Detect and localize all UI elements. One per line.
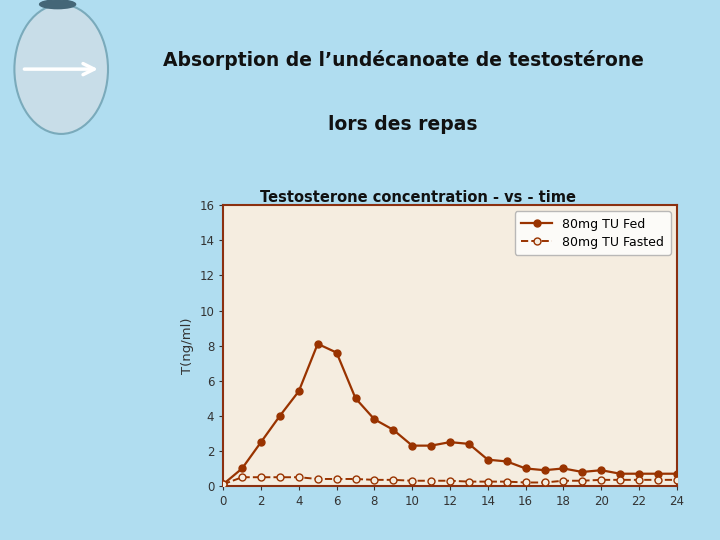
80mg TU Fasted [559, 477, 567, 484]
80mg TU Fasted [616, 477, 624, 483]
80mg TU Fasted [464, 478, 473, 485]
80mg TU Fasted [597, 477, 606, 483]
80mg TU Fed [389, 427, 397, 433]
80mg TU Fasted [540, 480, 549, 486]
80mg TU Fed [616, 470, 624, 477]
80mg TU Fasted [427, 477, 436, 484]
80mg TU Fasted [219, 481, 228, 488]
80mg TU Fasted [238, 474, 246, 481]
80mg TU Fasted [389, 477, 397, 483]
80mg TU Fed [559, 465, 567, 472]
80mg TU Fasted [578, 477, 587, 484]
80mg TU Fed [540, 467, 549, 474]
Text: lors des repas: lors des repas [328, 115, 478, 134]
80mg TU Fed [351, 395, 360, 402]
Text: Absorption de l’undécanoate de testostérone: Absorption de l’undécanoate de testostér… [163, 50, 644, 71]
80mg TU Fasted [635, 477, 644, 483]
80mg TU Fasted [351, 476, 360, 482]
80mg TU Fed [370, 416, 379, 422]
Circle shape [40, 0, 76, 9]
Line: 80mg TU Fasted: 80mg TU Fasted [220, 474, 680, 488]
Text: Testosterone concentration - vs - time: Testosterone concentration - vs - time [260, 190, 575, 205]
80mg TU Fasted [446, 477, 454, 484]
80mg TU Fed [238, 465, 246, 472]
80mg TU Fed [578, 469, 587, 475]
80mg TU Fed [484, 456, 492, 463]
80mg TU Fed [427, 442, 436, 449]
80mg TU Fed [521, 465, 530, 472]
80mg TU Fasted [503, 478, 511, 485]
80mg TU Fasted [654, 477, 662, 483]
80mg TU Fasted [256, 474, 265, 481]
80mg TU Fasted [521, 480, 530, 486]
80mg TU Fed [332, 349, 341, 356]
80mg TU Fed [276, 413, 284, 419]
80mg TU Fed [597, 467, 606, 474]
Legend: 80mg TU Fed, 80mg TU Fasted: 80mg TU Fed, 80mg TU Fasted [515, 212, 670, 255]
80mg TU Fed [672, 470, 681, 477]
80mg TU Fed [446, 439, 454, 446]
80mg TU Fed [654, 470, 662, 477]
80mg TU Fasted [276, 474, 284, 481]
Ellipse shape [14, 4, 108, 134]
80mg TU Fed [503, 458, 511, 464]
80mg TU Fasted [672, 477, 681, 483]
Line: 80mg TU Fed: 80mg TU Fed [220, 340, 680, 488]
80mg TU Fasted [313, 476, 322, 482]
80mg TU Fed [635, 470, 644, 477]
80mg TU Fed [219, 481, 228, 488]
80mg TU Fed [256, 439, 265, 446]
80mg TU Fasted [370, 477, 379, 483]
80mg TU Fasted [294, 474, 303, 481]
80mg TU Fed [313, 341, 322, 347]
80mg TU Fed [294, 388, 303, 394]
80mg TU Fasted [332, 476, 341, 482]
80mg TU Fed [408, 442, 416, 449]
80mg TU Fasted [408, 477, 416, 484]
Y-axis label: T(ng/ml): T(ng/ml) [181, 318, 194, 374]
80mg TU Fed [464, 441, 473, 447]
80mg TU Fasted [484, 478, 492, 485]
